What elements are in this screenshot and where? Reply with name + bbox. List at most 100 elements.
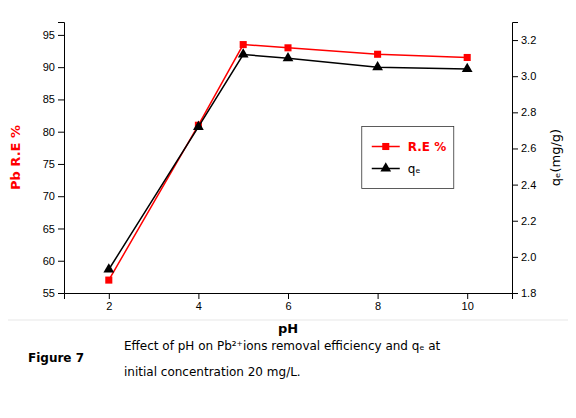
tick-mark bbox=[512, 76, 518, 77]
legend-label: qₑ bbox=[408, 162, 421, 176]
y-axis: 55 60 65 70 75 80 85 90 95 bbox=[43, 23, 65, 300]
tick-label: 2.0 bbox=[521, 251, 536, 263]
axis-line bbox=[58, 23, 65, 294]
y2-axis: 1.8 2.0 2.2 2.4 2.6 2.8 3.0 3.2 bbox=[512, 23, 536, 300]
series-line bbox=[109, 45, 467, 281]
tick-label: 70 bbox=[43, 190, 55, 202]
tick-label: 85 bbox=[43, 93, 55, 105]
tick-label: 60 bbox=[43, 255, 55, 267]
marker bbox=[103, 263, 114, 272]
marker bbox=[240, 41, 247, 48]
tick-mark bbox=[198, 293, 199, 299]
caption: Effect of pH on Pb²⁺ions removal efficie… bbox=[124, 339, 441, 353]
marker bbox=[193, 121, 204, 130]
tick-mark bbox=[58, 99, 64, 100]
tick: 10 bbox=[462, 293, 474, 312]
tick-mark bbox=[378, 293, 379, 299]
tick: 2.8 bbox=[512, 106, 536, 118]
tick-label: 65 bbox=[43, 222, 55, 234]
marker bbox=[462, 63, 473, 72]
marks bbox=[103, 41, 472, 284]
chart: 2 4 6 8 10 55 60 65 70 75 80 85 90 95 1.8 2.0 2.2 2.4 2.6 2… bbox=[0, 0, 576, 418]
tick: 65 bbox=[43, 222, 64, 234]
tick: 4 bbox=[196, 293, 202, 312]
tick-label: 95 bbox=[43, 29, 55, 41]
series-line bbox=[109, 55, 467, 270]
caption: initial concentration 20 mg/L. bbox=[124, 365, 301, 379]
axis-line bbox=[513, 23, 519, 294]
tick: 55 bbox=[43, 287, 64, 299]
tick-mark bbox=[58, 67, 64, 68]
tick-label: 6 bbox=[285, 300, 291, 312]
tick-label: 75 bbox=[43, 158, 55, 170]
marker bbox=[105, 277, 112, 284]
tick-label: 2 bbox=[106, 300, 112, 312]
tick: 3.2 bbox=[512, 34, 536, 46]
x-axis: 2 4 6 8 10 bbox=[65, 293, 513, 312]
legend-marker bbox=[380, 162, 391, 171]
x-axis-title: pH bbox=[278, 321, 298, 336]
tick-mark bbox=[288, 293, 289, 299]
tick-label: 55 bbox=[43, 287, 55, 299]
tick-label: 3.0 bbox=[521, 70, 536, 82]
marker bbox=[372, 61, 383, 70]
marker bbox=[238, 48, 249, 57]
tick-label: 4 bbox=[196, 300, 202, 312]
tick-mark bbox=[512, 40, 518, 41]
tick-mark bbox=[109, 293, 110, 299]
tick-mark bbox=[512, 112, 518, 113]
tick-mark bbox=[58, 35, 64, 36]
legend-frame bbox=[362, 127, 454, 189]
tick: 95 bbox=[43, 29, 64, 41]
tick-mark bbox=[512, 293, 518, 294]
caption: Figure 7 bbox=[28, 351, 84, 365]
separator bbox=[8, 320, 568, 321]
plot: 2 4 6 8 10 55 60 65 70 75 80 85 90 95 1.8 2.0 2.2 2.4 2.6 2… bbox=[8, 23, 563, 337]
tick-label: 10 bbox=[462, 300, 474, 312]
tick: 8 bbox=[375, 293, 381, 312]
tick: 1.8 bbox=[512, 287, 536, 299]
tick-mark bbox=[58, 196, 64, 197]
tick-label: 8 bbox=[375, 300, 381, 312]
tick-mark bbox=[58, 132, 64, 133]
tick: 3.0 bbox=[512, 70, 536, 82]
legend: R.E % qₑ bbox=[362, 127, 454, 189]
tick: 75 bbox=[43, 158, 64, 170]
legend-label: R.E % bbox=[408, 140, 446, 154]
tick-mark bbox=[512, 185, 518, 186]
tick: 80 bbox=[43, 126, 64, 138]
tick-mark bbox=[467, 293, 468, 299]
tick-label: 2.4 bbox=[521, 179, 536, 191]
tick-label: 2.2 bbox=[521, 215, 536, 227]
tick-mark bbox=[58, 293, 64, 294]
tick: 85 bbox=[43, 93, 64, 105]
tick-mark bbox=[512, 148, 518, 149]
tick-label: 3.2 bbox=[521, 34, 536, 46]
tick-mark bbox=[512, 257, 518, 258]
marker bbox=[284, 44, 291, 51]
marker bbox=[464, 54, 471, 61]
tick-mark bbox=[58, 261, 64, 262]
tick-mark bbox=[512, 221, 518, 222]
marker bbox=[283, 52, 294, 61]
tick: 60 bbox=[43, 255, 64, 267]
tick-label: 1.8 bbox=[521, 287, 536, 299]
tick-label: 2.8 bbox=[521, 106, 536, 118]
legend-marker bbox=[382, 143, 389, 150]
y-axis-title: Pb R.E % bbox=[8, 125, 23, 190]
tick-label: 90 bbox=[43, 61, 55, 73]
axis-line bbox=[65, 294, 513, 300]
tick: 90 bbox=[43, 61, 64, 73]
legend-entry: qₑ bbox=[372, 162, 421, 176]
tick-label: 2.6 bbox=[521, 142, 536, 154]
tick: 2.0 bbox=[512, 251, 536, 263]
y2-axis-title: qₑ(mg/g) bbox=[548, 129, 563, 186]
tick: 6 bbox=[285, 293, 291, 312]
tick-label: 80 bbox=[43, 126, 55, 138]
tick: 2.6 bbox=[512, 142, 536, 154]
legend-entry: R.E % bbox=[372, 140, 446, 154]
tick-mark bbox=[58, 164, 64, 165]
tick: 2.2 bbox=[512, 215, 536, 227]
tick-mark bbox=[58, 228, 64, 229]
marker bbox=[374, 51, 381, 58]
